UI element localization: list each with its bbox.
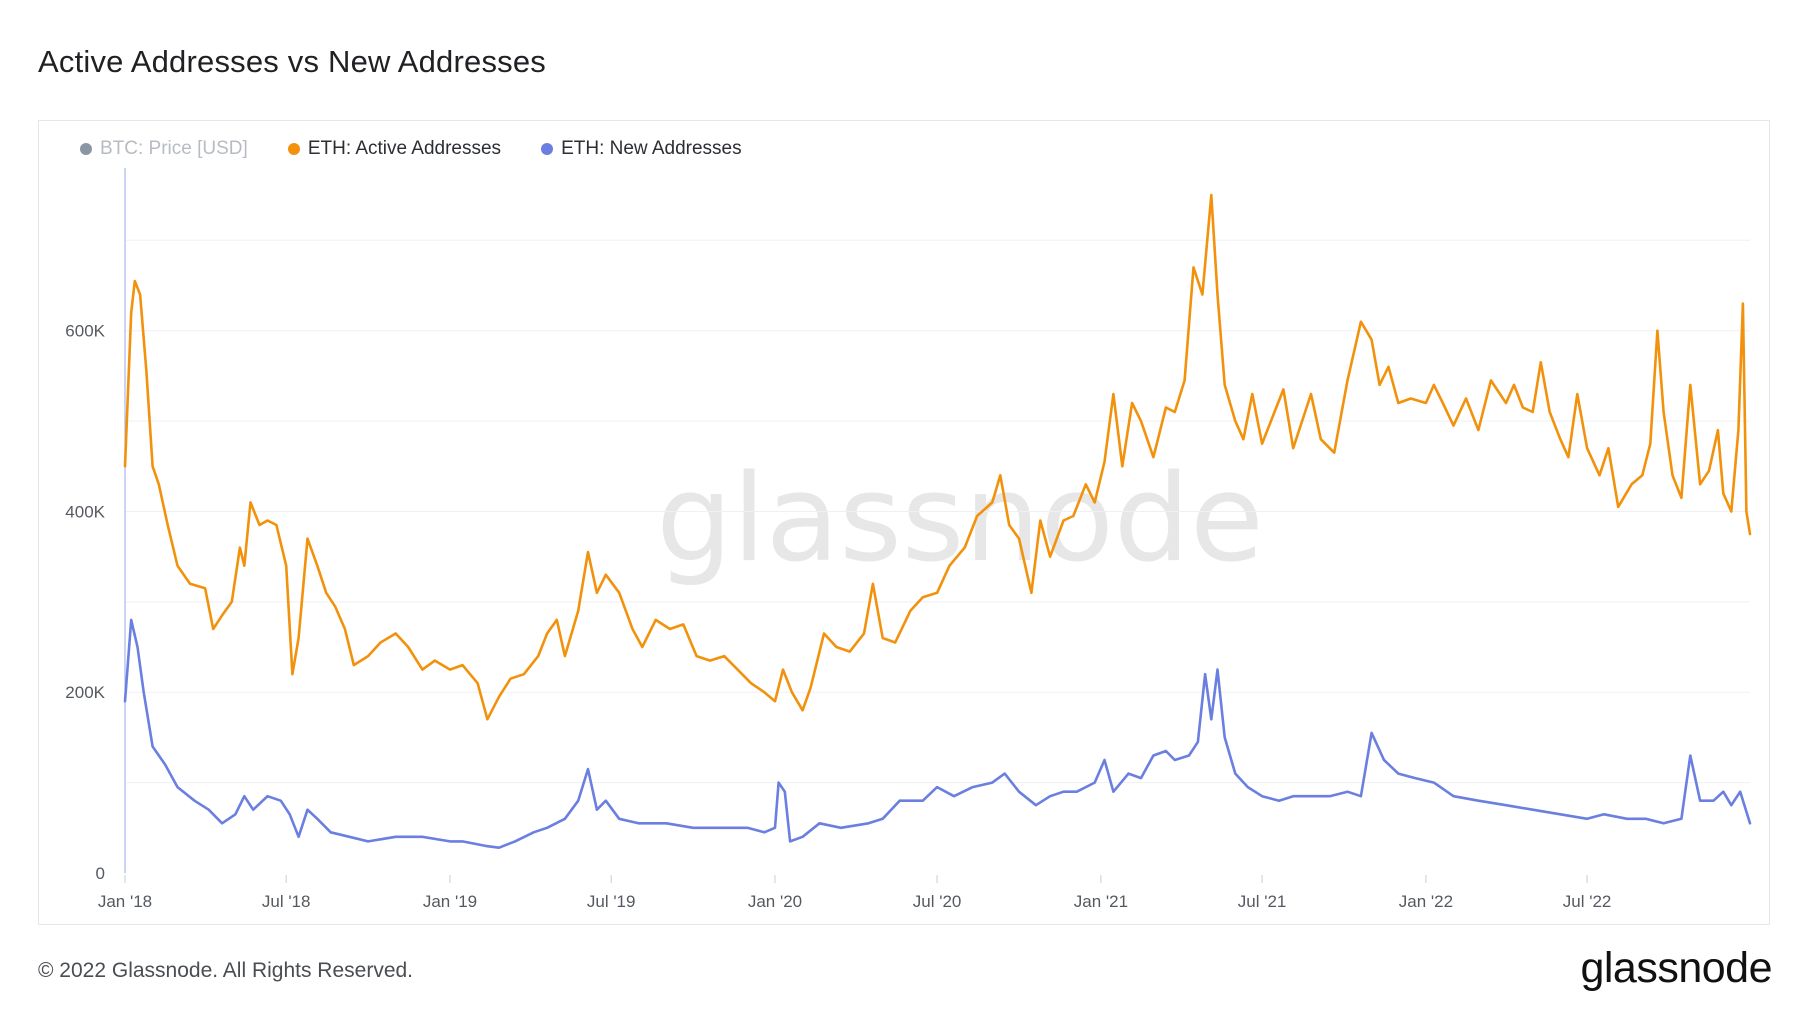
legend-dot-icon bbox=[287, 143, 300, 155]
series-line-1 bbox=[123, 618, 1752, 849]
watermark: glassnode bbox=[656, 450, 1264, 589]
x-tick-label: Jan '18 bbox=[98, 892, 152, 911]
y-tick-label: 0 bbox=[96, 864, 105, 883]
legend-label: ETH: New Addresses bbox=[561, 138, 742, 159]
x-tick-label: Jul '20 bbox=[913, 892, 962, 911]
x-tick-label: Jan '21 bbox=[1074, 892, 1128, 911]
legend-item[interactable]: BTC: Price [USD] bbox=[80, 138, 248, 160]
x-tick-label: Jan '20 bbox=[748, 892, 802, 911]
legend-item[interactable]: ETH: New Addresses bbox=[541, 138, 742, 160]
legend-dot-icon bbox=[541, 143, 554, 155]
legend-label: ETH: Active Addresses bbox=[307, 138, 502, 159]
y-tick-label: 600K bbox=[65, 322, 105, 341]
x-axis: Jan '18 Jul '18 Jan '19 Jul '19 Jan '20 Jul '… bbox=[98, 875, 1612, 911]
chart-frame bbox=[38, 120, 1770, 925]
y-axis: 0 200K 400K 600K bbox=[65, 322, 105, 883]
legend: BTC: Price [USD] ETH: Active Addresses ETH… bbox=[80, 138, 742, 160]
legend-item[interactable]: ETH: Active Addresses bbox=[287, 138, 502, 160]
x-tick-label: Jul '22 bbox=[1563, 892, 1612, 911]
series-line-0 bbox=[123, 193, 1752, 721]
x-tick-label: Jul '21 bbox=[1238, 892, 1287, 911]
series-layer bbox=[123, 193, 1752, 849]
copyright-text: © 2022 Glassnode. All Rights Reserved. bbox=[38, 959, 414, 982]
legend-dot-icon bbox=[80, 143, 92, 155]
legend-label: BTC: Price [USD] bbox=[100, 138, 248, 159]
y-tick-label: 200K bbox=[65, 683, 105, 702]
x-tick-label: Jul '19 bbox=[587, 892, 636, 911]
grid-lines bbox=[125, 239, 1750, 784]
x-tick-label: Jul '18 bbox=[262, 892, 311, 911]
glassnode-logo: glassnode bbox=[1580, 944, 1772, 992]
y-tick-label: 400K bbox=[65, 502, 105, 521]
x-tick-label: Jan '22 bbox=[1399, 892, 1453, 911]
x-tick-label: Jan '19 bbox=[423, 892, 477, 911]
page-title: Active Addresses vs New Addresses bbox=[38, 44, 546, 79]
